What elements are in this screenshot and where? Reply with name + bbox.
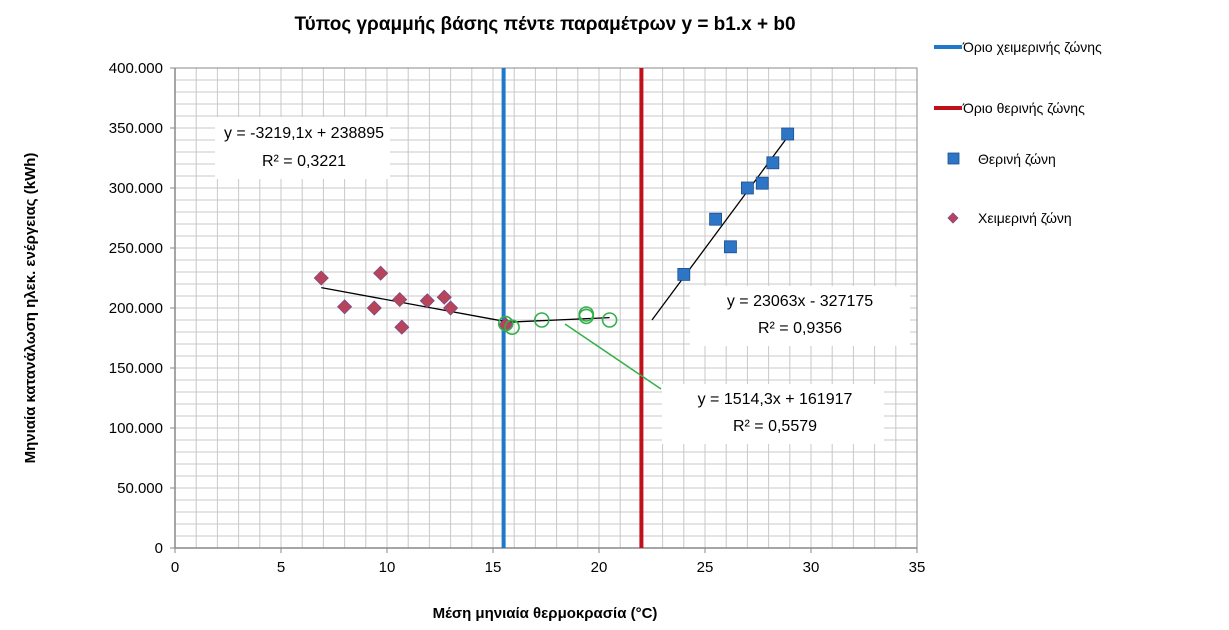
- summer-zone-point: [677, 267, 691, 281]
- annotation-summer-box: [690, 286, 910, 346]
- chart-title: Τύπος γραμμής βάσης πέντε παραμέτρων y =…: [294, 14, 795, 35]
- x-tick-label: 0: [171, 559, 179, 576]
- x-tick-label: 15: [485, 559, 502, 576]
- annotation-summer-r2: R² = 0,9356: [758, 320, 842, 337]
- summer-zone-point: [766, 156, 780, 170]
- y-axis-label: Μηνιαία κατανάλωση ηλεκ. ενέργειας (kWh): [22, 153, 39, 464]
- y-tick-label: 50.000: [117, 480, 163, 497]
- legend: Όριο χειμερινής ζώνης Όριο θερινής ζώνης…: [934, 39, 1102, 226]
- winter-zone-point: [419, 293, 435, 309]
- winter-zone-point: [373, 265, 389, 281]
- winter-zone-point: [313, 270, 329, 286]
- y-tick-labels: 0 50.000 100.000 150.000 200.000 250.000 300.0…: [109, 60, 175, 557]
- trendline-winter: [321, 286, 504, 322]
- transition-zone-point: [578, 306, 595, 322]
- legend-label-summer-limit: Όριο θερινής ζώνης: [962, 100, 1085, 116]
- annotation-middle-r2: R² = 0,5579: [733, 418, 817, 435]
- y-tick-label: 300.000: [109, 180, 163, 197]
- summer-zone-point: [741, 181, 754, 195]
- annotation-summer-equation: y = 23063x - 327175: [727, 293, 873, 310]
- annotation-middle-box: [662, 384, 884, 444]
- y-tick-label: 400.000: [109, 60, 163, 77]
- data-points: [313, 127, 795, 336]
- legend-swatch-winter-zone: [947, 212, 959, 224]
- annotation-middle-equation: y = 1514,3x + 161917: [698, 391, 853, 408]
- y-tick-label: 250.000: [109, 240, 163, 257]
- annotation-winter: y = -3219,1x + 238895 R² = 0,3221: [215, 117, 390, 179]
- summer-zone-point: [781, 127, 795, 141]
- x-tick-label: 5: [277, 559, 285, 576]
- annotation-winter-equation: y = -3219,1x + 238895: [224, 125, 384, 142]
- winter-zone-point: [337, 299, 353, 315]
- legend-label-winter-limit: Όριο χειμερινής ζώνης: [962, 39, 1102, 55]
- x-tick-label: 20: [591, 559, 608, 576]
- winter-zone-point: [392, 292, 408, 308]
- summer-zone-point: [709, 212, 722, 226]
- y-tick-label: 150.000: [109, 360, 163, 377]
- summer-zone-point: [755, 176, 769, 190]
- x-tick-label: 35: [909, 559, 926, 576]
- x-tick-label: 10: [379, 559, 396, 576]
- winter-zone-point: [436, 289, 452, 305]
- legend-item-winter-limit: Όριο χειμερινής ζώνης: [934, 39, 1102, 55]
- x-tick-label: 25: [697, 559, 714, 576]
- y-tick-label: 0: [155, 540, 163, 557]
- x-tick-label: 30: [803, 559, 820, 576]
- x-axis-label: Μέση μηνιαία θερμοκρασία (°C): [433, 605, 658, 622]
- y-tick-label: 350.000: [109, 120, 163, 137]
- annotation-winter-box: [215, 117, 390, 179]
- winter-zone-point: [443, 300, 459, 316]
- zone-limit-lines: [501, 68, 644, 548]
- legend-item-winter-zone: Χειμερινή ζώνη: [947, 210, 1072, 226]
- winter-zone-point: [394, 319, 410, 335]
- legend-item-summer-zone: Θερινή ζώνη: [947, 151, 1056, 167]
- transition-zone-point: [601, 312, 618, 328]
- annotation-summer: y = 23063x - 327175 R² = 0,9356: [690, 286, 910, 346]
- y-tick-label: 100.000: [109, 420, 163, 437]
- legend-item-summer-limit: Όριο θερινής ζώνης: [934, 100, 1085, 116]
- transition-zone-point: [533, 312, 550, 328]
- legend-label-summer-zone: Θερινή ζώνη: [978, 151, 1056, 167]
- annotation-winter-r2: R² = 0,3221: [262, 153, 346, 170]
- legend-label-winter-zone: Χειμερινή ζώνη: [978, 210, 1072, 226]
- winter-zone-point: [366, 300, 382, 316]
- summer-zone-point: [724, 240, 737, 254]
- legend-swatch-summer-zone: [947, 152, 960, 165]
- transition-zone-point: [504, 319, 520, 336]
- annotation-middle: y = 1514,3x + 161917 R² = 0,5579: [564, 323, 884, 444]
- y-tick-label: 200.000: [109, 300, 163, 317]
- annotation-middle-leader: [564, 323, 662, 390]
- x-tick-labels: 0 5 10 15 20 25 30 35: [171, 548, 926, 576]
